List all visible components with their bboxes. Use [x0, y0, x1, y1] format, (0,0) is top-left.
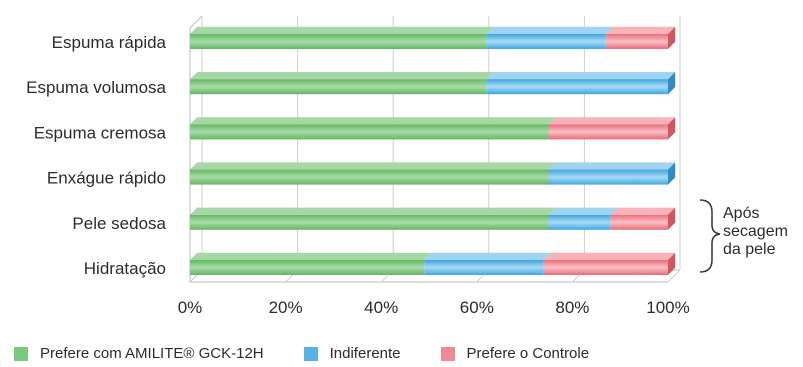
bar-segment	[424, 260, 544, 275]
bar-segment	[190, 214, 549, 230]
annotation-line-2: secagem	[723, 223, 788, 240]
x-tick-label: 100%	[646, 298, 689, 317]
legend-item-indiferente: Indiferente	[303, 345, 401, 362]
bar-segment-top	[543, 252, 676, 260]
bars	[190, 26, 676, 275]
category-label: Espuma cremosa	[34, 123, 167, 142]
bar-segment	[190, 34, 487, 49]
legend-swatch-green	[14, 346, 28, 361]
annotation-line-1: Após	[723, 205, 760, 222]
category-label: Espuma rápida	[52, 33, 167, 52]
annotation-line-3: da pele	[723, 241, 776, 258]
bar-segment	[486, 34, 606, 49]
bar-segment-top	[486, 72, 676, 80]
bar-segment-top	[190, 207, 556, 215]
bar-segment-top	[610, 207, 676, 215]
bar-segment-top	[548, 162, 676, 170]
grid	[189, 15, 681, 283]
bar-segment-top	[548, 207, 618, 215]
bar-segment-side	[668, 252, 676, 275]
legend-label: Indiferente	[329, 345, 401, 362]
legend-item-controle: Prefere o Controle	[440, 345, 590, 362]
category-label: Enxágue rápido	[47, 169, 166, 188]
bar-segment-side	[668, 26, 676, 49]
bar-segment	[190, 79, 487, 95]
legend-label: Prefere com AMILITE® GCK-12H	[40, 345, 264, 362]
category-labels: Espuma rápida Espuma volumosa Espuma cremo…	[26, 33, 166, 278]
bar-segment-top	[605, 26, 676, 34]
x-tick-label: 0%	[178, 298, 203, 317]
bar-segment-side	[668, 117, 676, 140]
bar-segment-top	[190, 26, 494, 34]
bar-segment	[190, 169, 549, 185]
bar-segment	[610, 214, 668, 230]
bar-segment	[543, 260, 668, 275]
category-label: Pele sedosa	[72, 214, 166, 233]
bar-segment	[486, 79, 668, 95]
bar-segment	[548, 124, 668, 140]
bar-segment-top	[486, 26, 614, 34]
bar-segment	[605, 34, 668, 49]
bar-segment-side	[668, 162, 676, 185]
x-tick-label: 40%	[364, 298, 398, 317]
bar-segment-top	[424, 252, 551, 260]
bar-segment	[190, 124, 549, 140]
bar-segment	[548, 214, 611, 230]
bar-segment-top	[190, 162, 556, 170]
legend-swatch-blue	[303, 346, 318, 361]
category-label: Espuma volumosa	[26, 78, 166, 97]
bar-segment	[190, 260, 425, 275]
x-tick-label: 80%	[555, 298, 589, 317]
bar-segment-top	[548, 117, 676, 125]
bar-segment-top	[190, 252, 432, 260]
x-tick-label: 20%	[269, 298, 303, 317]
annotation-bracket	[699, 199, 721, 273]
bar-segment-side	[668, 72, 676, 95]
bar-segment	[548, 169, 668, 185]
annotation-text: Após secagem da pele	[723, 205, 788, 259]
category-label: Hidratação	[84, 259, 166, 278]
legend-label: Prefere o Controle	[466, 345, 590, 362]
legend-swatch-red	[440, 346, 455, 361]
x-axis-ticks: 0% 20% 40% 60% 80% 100%	[178, 298, 690, 317]
legend: Prefere com AMILITE® GCK-12H Indiferente…	[14, 345, 629, 362]
x-tick-label: 60%	[460, 298, 494, 317]
bar-segment-top	[190, 72, 494, 80]
gridline-floor	[667, 269, 681, 283]
depth-line-top	[189, 15, 203, 29]
bar-segment-top	[190, 117, 556, 125]
bar-segment-side	[668, 207, 676, 230]
legend-item-amilite: Prefere com AMILITE® GCK-12H	[14, 345, 264, 362]
